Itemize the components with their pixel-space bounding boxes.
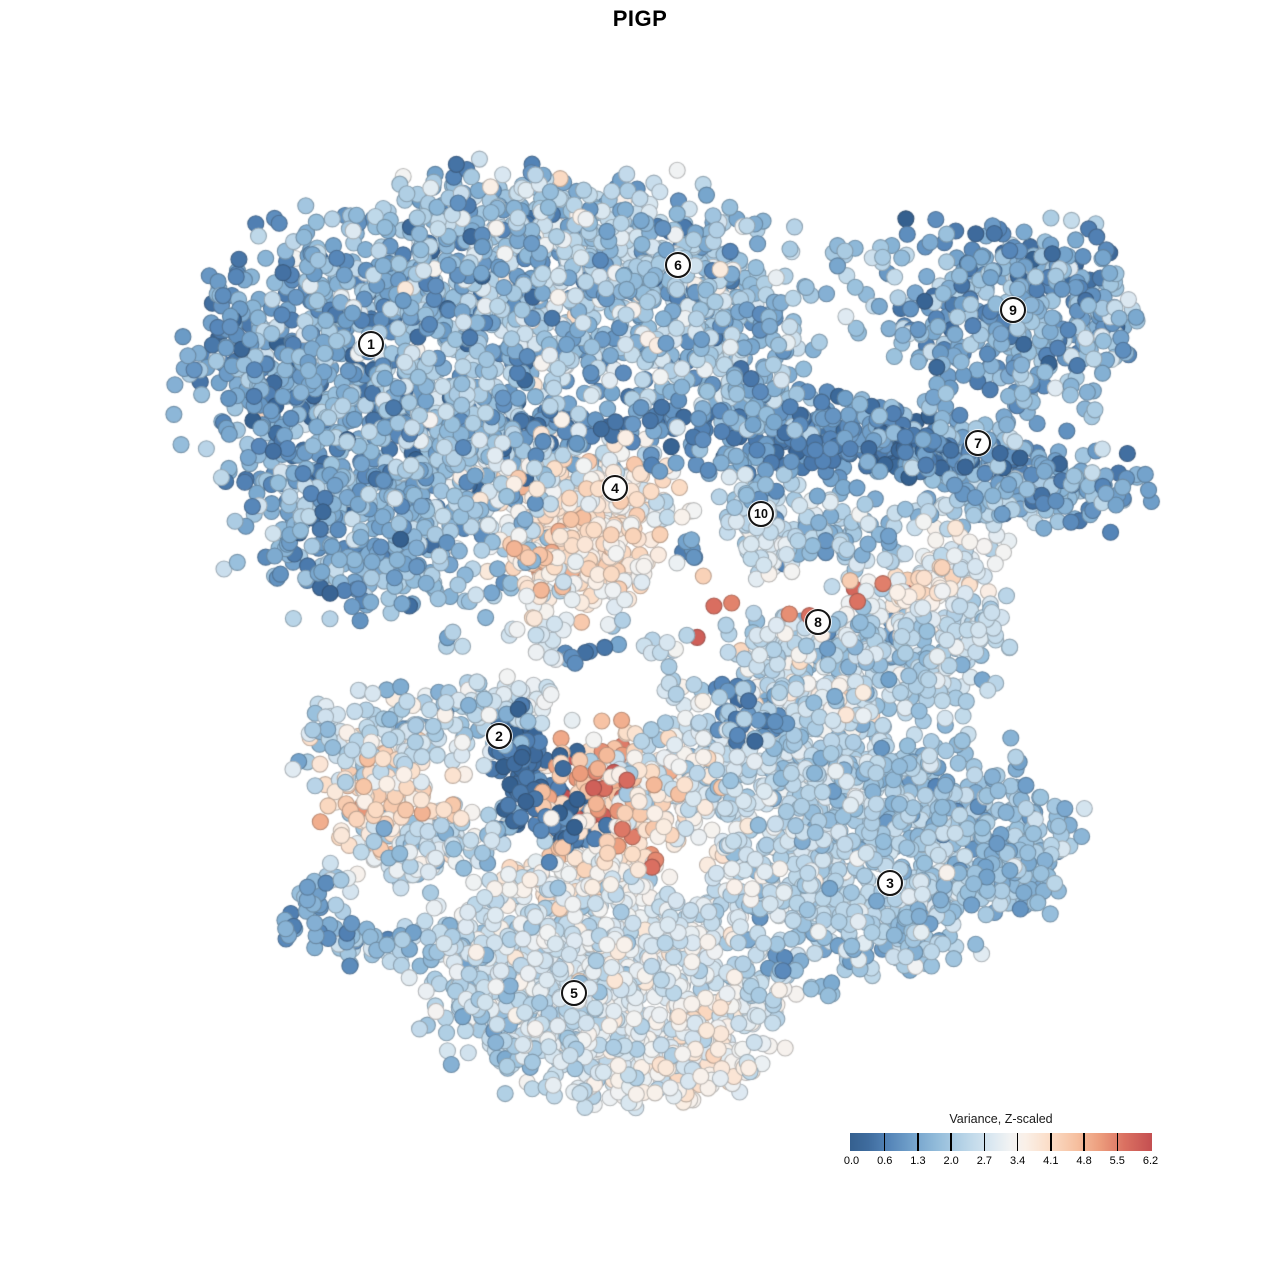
cluster-label-6: 6 bbox=[665, 252, 691, 278]
colorbar: Variance, Z-scaled 0.0 0.6 1.3 2.0 2.7 3.4 4.1… bbox=[844, 1112, 1158, 1172]
colorbar-tick-label: 1.3 bbox=[910, 1155, 926, 1167]
cluster-label-10: 10 bbox=[748, 501, 774, 527]
colorbar-tick-mark bbox=[1116, 1133, 1119, 1151]
cluster-label-7: 7 bbox=[965, 430, 991, 456]
colorbar-tick-mark bbox=[883, 1133, 886, 1151]
colorbar-tick-label: 5.5 bbox=[1109, 1155, 1125, 1167]
colorbar-tick-label: 4.8 bbox=[1076, 1155, 1092, 1167]
cluster-label-3: 3 bbox=[877, 870, 903, 896]
colorbar-tick-label: 2.7 bbox=[976, 1155, 993, 1167]
colorbar-tick-label: 2.0 bbox=[943, 1155, 959, 1167]
colorbar-tick-mark bbox=[1083, 1133, 1085, 1151]
colorbar-tick-label: 4.1 bbox=[1043, 1155, 1059, 1167]
colorbar-tick-mark bbox=[983, 1133, 986, 1151]
colorbar-tick-mark bbox=[950, 1133, 952, 1151]
cluster-label-2: 2 bbox=[486, 723, 512, 749]
colorbar-tick-label: 6.2 bbox=[1142, 1155, 1159, 1167]
cluster-label-8: 8 bbox=[805, 609, 831, 635]
cluster-label-1: 1 bbox=[358, 331, 384, 357]
colorbar-title: Variance, Z-scaled bbox=[949, 1112, 1053, 1126]
cluster-label-5: 5 bbox=[561, 980, 587, 1006]
colorbar-tick-label: 0.6 bbox=[877, 1155, 893, 1167]
cluster-label-4: 4 bbox=[602, 475, 628, 501]
colorbar-tick-mark bbox=[1050, 1133, 1052, 1151]
colorbar-gradient bbox=[850, 1133, 1152, 1151]
cluster-label-9: 9 bbox=[1000, 297, 1026, 323]
colorbar-tick-label: 3.4 bbox=[1009, 1155, 1026, 1167]
colorbar-tick-mark bbox=[1016, 1133, 1019, 1151]
colorbar-tick-label: 0.0 bbox=[843, 1155, 860, 1167]
colorbar-tick-mark bbox=[917, 1133, 919, 1151]
